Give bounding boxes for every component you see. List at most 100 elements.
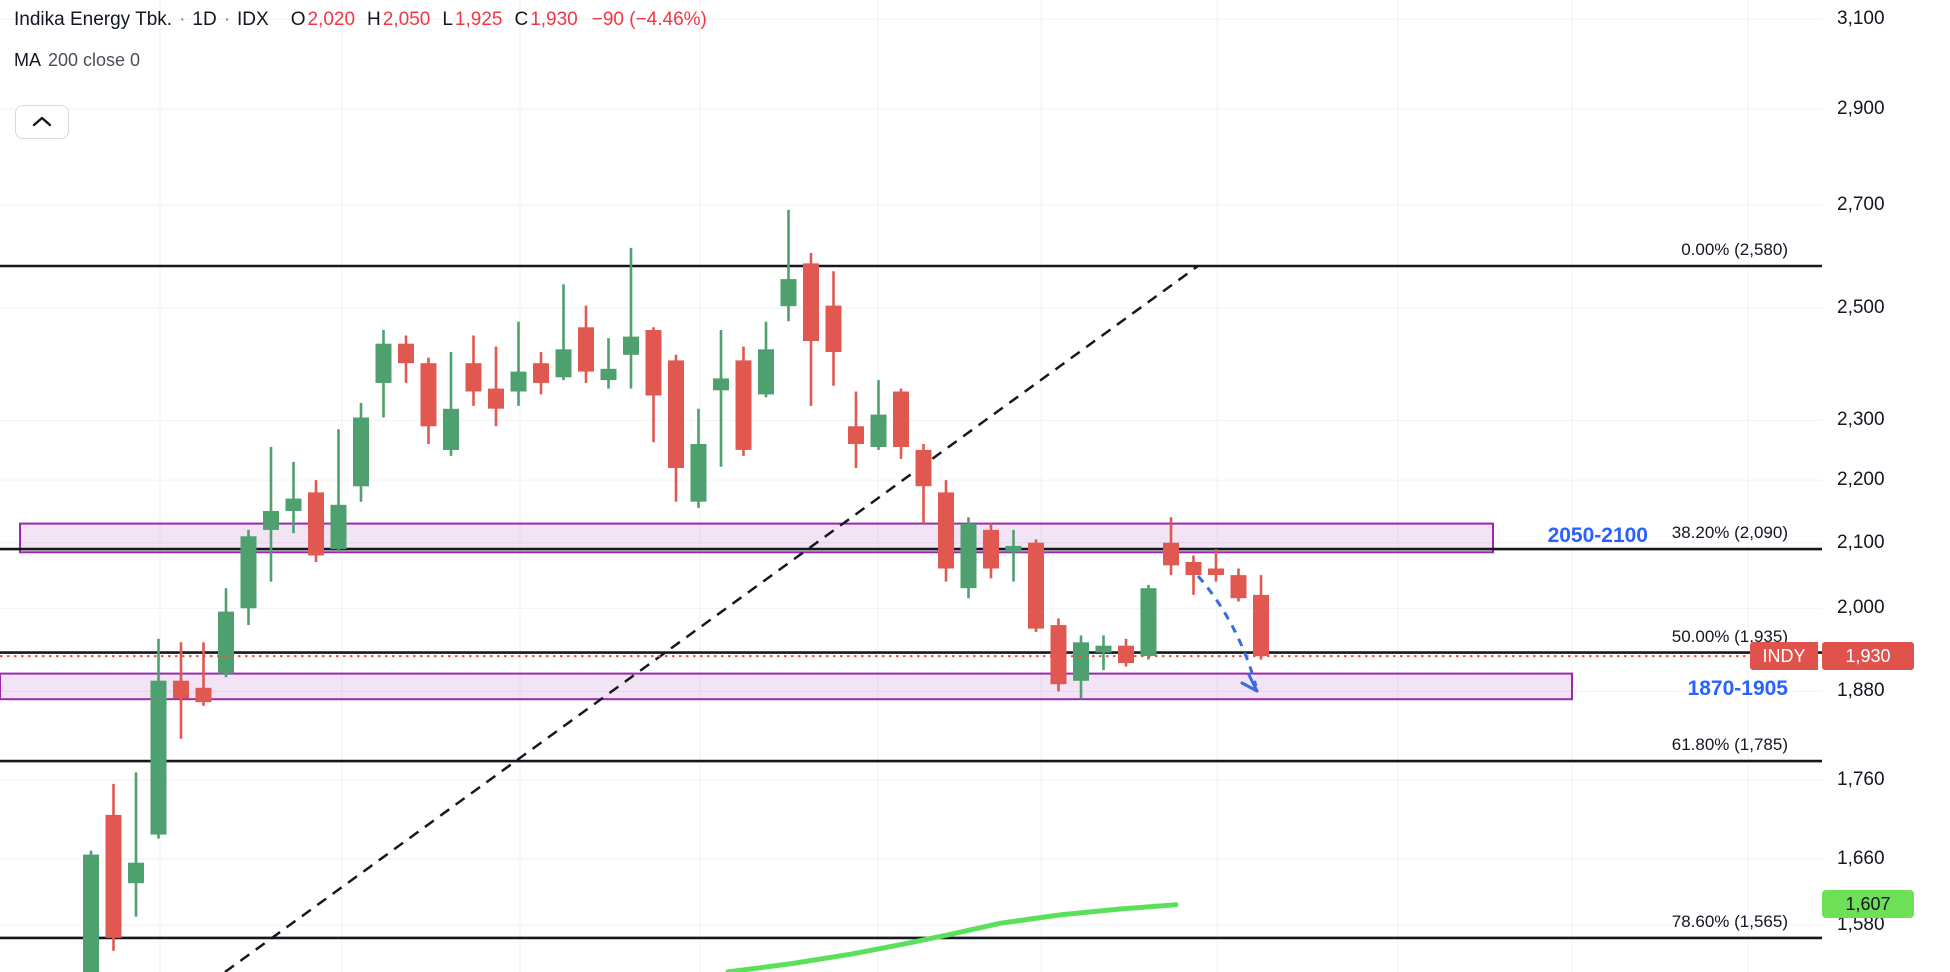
price-axis-tick: 2,700 (1837, 193, 1885, 215)
candle-body[interactable] (623, 336, 639, 355)
candle-body[interactable] (1230, 575, 1247, 599)
fib-level-label: 38.20% (2,090) (1671, 523, 1788, 543)
timeframe[interactable]: 1D (192, 9, 217, 30)
candle-body[interactable] (330, 504, 347, 550)
projection-arrow[interactable] (1196, 575, 1258, 687)
open-value: 2,020 (307, 9, 356, 30)
price-axis-tick: 2,100 (1837, 531, 1885, 553)
candle-body[interactable] (1118, 645, 1134, 664)
separator-dot: · (179, 9, 186, 30)
candle-body[interactable] (308, 492, 324, 556)
separator-dot: · (223, 9, 231, 30)
open-label: O (290, 9, 306, 30)
candle-body[interactable] (983, 529, 999, 569)
candle-body[interactable] (1140, 588, 1157, 657)
candle-body[interactable] (780, 279, 797, 307)
candle-body[interactable] (1163, 542, 1179, 566)
candle-body[interactable] (1050, 625, 1067, 685)
candle-body[interactable] (555, 349, 572, 378)
price-axis-tick: 2,200 (1837, 469, 1885, 491)
high-label: H (367, 9, 381, 30)
price-axis-tick: 2,900 (1837, 97, 1885, 119)
fib-level-label: 78.60% (1,565) (1671, 911, 1788, 931)
candle-body[interactable] (240, 536, 257, 609)
candle-body[interactable] (870, 414, 887, 447)
candle-body[interactable] (758, 349, 774, 395)
collapse-legend-button[interactable] (15, 105, 69, 139)
candle-body[interactable] (195, 687, 212, 703)
candle-body[interactable] (938, 492, 954, 569)
candle-body[interactable] (645, 330, 662, 396)
chevron-up-icon (29, 114, 55, 131)
candle-body[interactable] (510, 371, 527, 392)
price-axis-tick: 2,300 (1837, 409, 1885, 431)
ma-value-badge: 1,607 (1822, 890, 1914, 919)
candle-body[interactable] (893, 391, 909, 448)
candle-body[interactable] (690, 444, 707, 502)
supply-zone-label: 2050-2100 (1547, 524, 1648, 547)
price-axis-tick: 1,880 (1837, 680, 1885, 702)
candle-body[interactable] (533, 363, 549, 383)
candle-body[interactable] (128, 862, 144, 884)
candle-body[interactable] (83, 854, 99, 972)
candle-body[interactable] (1005, 545, 1022, 553)
fib-level-label: 61.80% (1,785) (1671, 735, 1788, 755)
last-price-badge: 1,930 (1822, 642, 1914, 671)
candle-body[interactable] (375, 343, 392, 383)
candle-body[interactable] (803, 263, 819, 341)
symbol-name[interactable]: Indika Energy Tbk. (14, 9, 173, 30)
price-zone[interactable] (0, 672, 1573, 701)
projection-arrow-head (1240, 673, 1259, 693)
candle-body[interactable] (285, 498, 302, 511)
change-value: −90 (−4.46%) (591, 9, 707, 30)
candle-body[interactable] (960, 523, 977, 589)
candle-body[interactable] (1073, 642, 1089, 681)
ma-200-line[interactable] (725, 902, 1179, 972)
candle-body[interactable] (1095, 645, 1112, 653)
price-axis-tick: 3,100 (1837, 8, 1885, 30)
symbol-header: Indika Energy Tbk. · 1D · IDX O 2,020 H 2,… (14, 9, 707, 31)
low-label: L (442, 9, 453, 30)
candle-body[interactable] (668, 360, 684, 468)
candle-body[interactable] (353, 417, 369, 487)
low-value: 1,925 (454, 9, 503, 30)
candle-body[interactable] (150, 680, 167, 835)
price-zone[interactable] (19, 522, 1494, 554)
candle-body[interactable] (173, 680, 189, 699)
candle-body[interactable] (488, 388, 504, 409)
price-axis-tick: 2,000 (1837, 597, 1885, 619)
indicator-legend[interactable]: MA 200 close 0 (14, 50, 140, 71)
close-value: 1,930 (530, 9, 578, 30)
candle-body[interactable] (1028, 542, 1044, 629)
exchange[interactable]: IDX (237, 9, 269, 30)
candle-body[interactable] (1208, 568, 1224, 576)
candle-body[interactable] (420, 363, 437, 427)
candle-body[interactable] (825, 305, 842, 352)
candle-body[interactable] (713, 378, 729, 391)
price-axis-tick: 1,660 (1837, 847, 1885, 869)
candle-body[interactable] (848, 426, 864, 444)
ohlc-values: O 2,020 H 2,050 L 1,925 C 1,930 (291, 9, 590, 31)
close-label: C (514, 9, 529, 30)
price-axis-tick: 1,760 (1837, 769, 1885, 791)
candle-body[interactable] (263, 511, 279, 530)
candle-body[interactable] (465, 363, 482, 392)
candle-body[interactable] (1253, 594, 1269, 657)
candle-body[interactable] (218, 611, 234, 674)
symbol-price-tag: INDY (1750, 642, 1818, 671)
candle-body[interactable] (600, 368, 617, 381)
candle-body[interactable] (735, 360, 752, 450)
candle-body[interactable] (443, 408, 459, 450)
price-axis-tick: 1,580 (1837, 914, 1885, 936)
candle-body[interactable] (915, 449, 932, 487)
demand-zone-label: 1870-1905 (1687, 677, 1788, 700)
candle-body[interactable] (398, 343, 414, 364)
trend-line[interactable] (224, 264, 1199, 972)
indicator-params: 200 close 0 (48, 50, 141, 70)
fib-level-label: 50.00% (1,935) (1671, 626, 1788, 646)
candle-body[interactable] (1185, 562, 1202, 575)
fib-level-label: 0.00% (2,580) (1681, 240, 1788, 259)
candle-body[interactable] (578, 327, 594, 372)
candle-body[interactable] (105, 814, 122, 938)
